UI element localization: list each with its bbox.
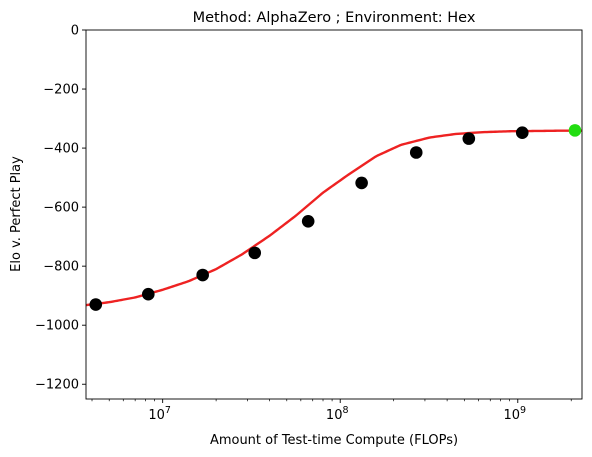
y-tick-label: −1000 xyxy=(35,319,79,334)
y-tick-label: 0 xyxy=(71,24,79,39)
data-point xyxy=(89,298,103,311)
chart-title: Method: AlphaZero ; Environment: Hex xyxy=(193,10,476,26)
y-tick-label: −400 xyxy=(43,142,79,157)
data-point xyxy=(462,132,476,145)
y-tick-label: −600 xyxy=(43,201,79,216)
fit-line xyxy=(85,129,582,307)
y-axis: 0 −200 −400 −600 −800 −1000 −1200 xyxy=(35,24,86,393)
data-point xyxy=(301,214,315,228)
data-point xyxy=(355,176,368,190)
x-axis-label: Amount of Test-time Compute (FLOPs) xyxy=(210,433,458,448)
data-point xyxy=(248,246,262,260)
y-tick-label: −800 xyxy=(43,260,79,275)
plot-frame xyxy=(85,29,583,400)
data-point xyxy=(515,126,529,140)
y-tick-label: −200 xyxy=(43,83,79,98)
data-point xyxy=(409,146,423,159)
y-tick-label: −1200 xyxy=(35,378,79,393)
data-point xyxy=(196,268,209,282)
data-point xyxy=(141,287,155,301)
plot-area xyxy=(85,124,582,311)
data-point xyxy=(568,124,582,137)
y-axis-label: Elo v. Perfect Play xyxy=(9,156,24,272)
